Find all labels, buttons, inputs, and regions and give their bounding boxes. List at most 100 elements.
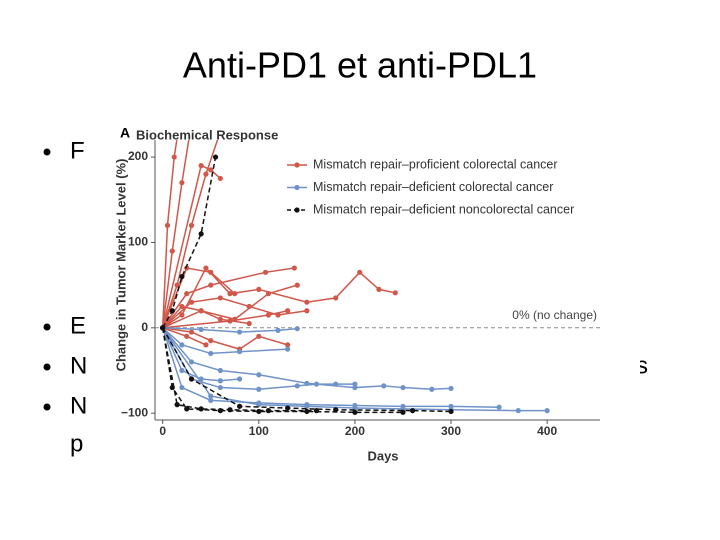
patient-point <box>285 405 291 411</box>
patient-point <box>285 346 291 352</box>
x-tick-label: 200 <box>345 424 365 438</box>
patient-point <box>217 367 223 374</box>
patient-point <box>352 409 358 415</box>
patient-point <box>294 383 300 389</box>
patient-point <box>208 167 214 173</box>
bullet <box>43 403 51 411</box>
patient-line <box>162 327 452 391</box>
patient-point <box>160 325 166 331</box>
patient-point <box>208 397 214 403</box>
bullet <box>43 148 51 156</box>
patient-point <box>333 407 339 413</box>
patient-point <box>198 231 204 237</box>
x-tick-label: 0 <box>159 424 166 438</box>
patient-point <box>291 265 297 271</box>
patient-point <box>179 303 185 310</box>
patient-point <box>262 269 269 275</box>
patient-point <box>265 312 272 318</box>
y-tick-label: 200 <box>128 149 148 163</box>
patient-point <box>409 408 416 414</box>
patient-point <box>212 154 219 160</box>
patient-line <box>161 164 221 328</box>
bullet-fragment: N <box>70 392 87 419</box>
patient-point <box>188 329 195 335</box>
patient-point <box>217 378 223 384</box>
patient-point <box>208 338 214 344</box>
patient-point <box>304 408 310 415</box>
patient-line <box>161 140 190 328</box>
patient-point <box>448 408 454 415</box>
patient-point <box>275 327 281 333</box>
patient-point <box>184 333 190 339</box>
patient-point <box>164 222 171 228</box>
patient-point <box>227 291 233 297</box>
patient-line <box>161 327 317 412</box>
x-tick-label: 300 <box>441 424 461 438</box>
patient-point <box>198 163 204 169</box>
x-axis-label: Days <box>367 448 398 463</box>
patient-line <box>162 309 288 329</box>
patient-point <box>304 299 310 305</box>
patient-point <box>217 295 223 301</box>
patient-point <box>304 380 310 386</box>
patient-point <box>227 318 233 324</box>
patient-point <box>217 316 223 322</box>
patient-point <box>304 308 310 314</box>
patient-point <box>203 171 209 177</box>
patient-point <box>179 367 185 374</box>
patient-point <box>208 350 214 357</box>
patient-point <box>246 303 252 310</box>
patient-point <box>515 408 521 414</box>
patient-point <box>304 403 310 409</box>
patient-point <box>208 393 214 399</box>
patient-point <box>188 376 195 382</box>
legend-marker <box>294 184 300 191</box>
patient-point <box>179 384 185 391</box>
bullet-fragment: N <box>70 352 87 379</box>
patient-point <box>294 282 300 288</box>
bullet <box>43 323 51 331</box>
patient-point <box>544 408 550 414</box>
patient-point <box>217 175 223 182</box>
patient-point <box>227 407 233 413</box>
slide-title: Anti-PD1 et anti-PDL1 <box>183 45 537 86</box>
patient-point <box>188 359 195 365</box>
x-tick-label: 400 <box>537 424 557 438</box>
patient-line <box>162 327 355 391</box>
patient-point <box>236 349 243 355</box>
patient-point <box>256 286 262 292</box>
y-tick-label: 0 <box>141 320 148 334</box>
bullet-continuation: p <box>70 430 83 457</box>
legend-marker <box>294 162 300 168</box>
bullet <box>43 363 51 371</box>
patient-point <box>352 384 358 391</box>
legend-label: Mismatch repair–proficient colorectal ca… <box>313 157 558 171</box>
patient-point <box>184 406 190 412</box>
patient-point <box>179 312 185 318</box>
patient-point <box>217 384 223 391</box>
patient-point <box>256 333 262 339</box>
patient-point <box>400 384 406 391</box>
patient-point <box>285 342 291 348</box>
patient-point <box>285 308 291 314</box>
patient-point <box>179 273 185 280</box>
patient-point <box>174 402 180 408</box>
patient-point <box>184 291 190 297</box>
patient-point <box>256 408 262 415</box>
patient-point <box>376 286 382 292</box>
patient-point <box>171 154 177 160</box>
bullet-fragment: F <box>70 137 85 164</box>
patient-point <box>198 326 204 333</box>
patient-point <box>448 385 454 392</box>
patient-point <box>184 265 190 271</box>
patient-point <box>179 103 184 108</box>
patient-point <box>236 376 243 382</box>
patient-point <box>294 326 300 332</box>
patient-point <box>169 248 175 254</box>
patient-line <box>162 327 288 350</box>
y-tick-label: 100 <box>128 235 148 249</box>
x-tick-label: 100 <box>249 424 269 438</box>
legend-marker <box>294 207 300 213</box>
patient-point <box>189 120 194 125</box>
